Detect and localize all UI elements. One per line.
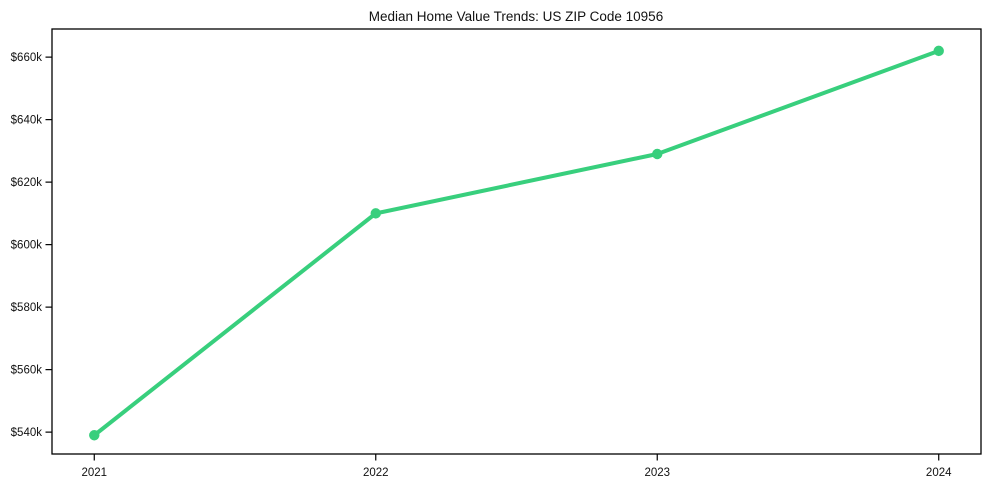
y-tick-label: $660k [11, 52, 43, 64]
y-tick-label: $560k [11, 365, 43, 377]
x-tick-label: 2022 [363, 467, 389, 479]
data-point-marker [933, 45, 944, 57]
data-point-marker [370, 208, 381, 219]
x-tick-label: 2023 [644, 467, 670, 479]
axes-frame [51, 28, 982, 455]
y-tick-label: $620k [11, 177, 43, 189]
data-point-marker [652, 148, 663, 160]
chart-title: Median Home Value Trends: US ZIP Code 10… [369, 9, 663, 24]
y-tick-label: $580k [11, 302, 43, 314]
plot-area: $540k $560k $580k $600k $620k $640k $660k 2021 2… [11, 28, 982, 479]
y-tick-label: $540k [11, 427, 43, 439]
x-tick-label: 2024 [926, 467, 952, 479]
data-point-marker [89, 430, 100, 441]
y-tick-label: $640k [11, 115, 43, 127]
series-line [92, 48, 941, 438]
x-tick-label: 2021 [81, 467, 107, 479]
y-tick-label: $600k [11, 240, 43, 252]
